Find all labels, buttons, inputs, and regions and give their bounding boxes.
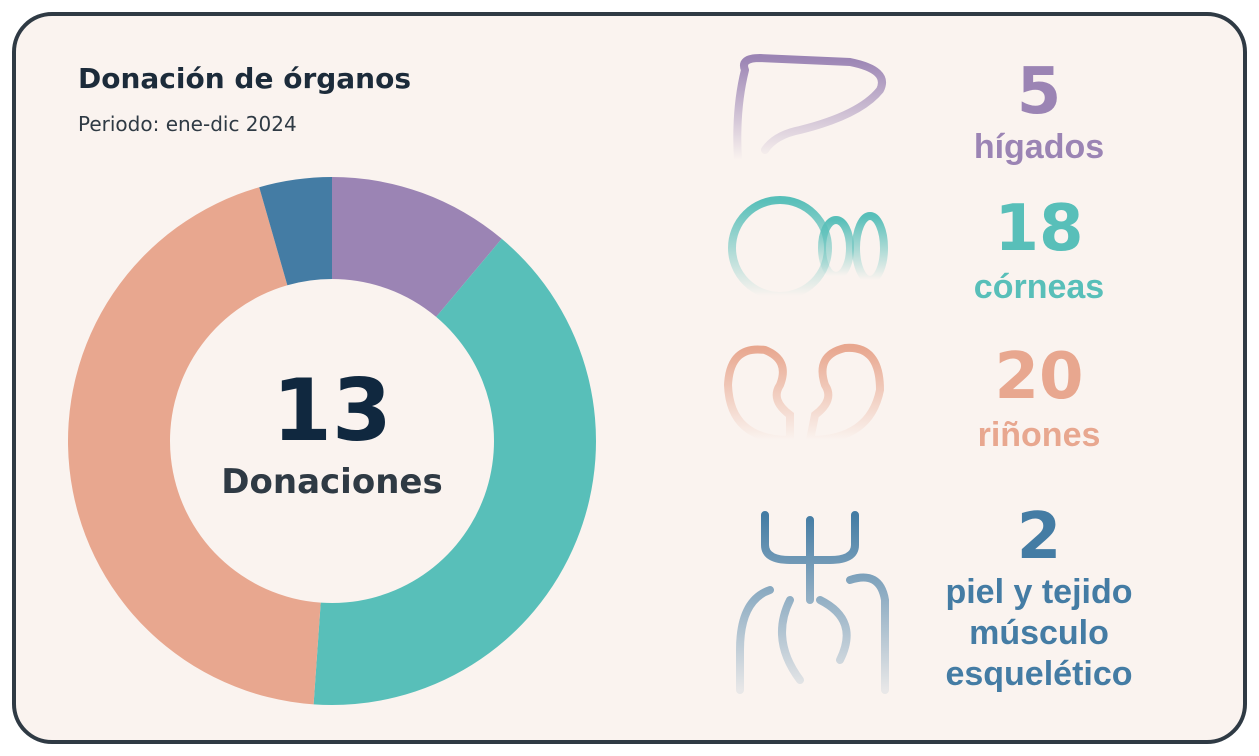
organ-count: 5 — [909, 60, 1169, 124]
organ-label: riñones — [914, 415, 1164, 456]
organ-label: hígados — [914, 127, 1164, 168]
liver-icon — [737, 58, 882, 160]
body-icon — [740, 515, 885, 690]
organ-count: 2 — [909, 505, 1169, 569]
organ-count: 20 — [909, 345, 1169, 409]
center-value: 13 — [182, 368, 482, 454]
eye-icon — [856, 216, 884, 280]
eye-icon — [732, 200, 828, 296]
organ-label: piel y tejido músculo esquelético — [914, 572, 1164, 695]
organ-label: córneas — [914, 267, 1164, 308]
organ-count: 18 — [909, 197, 1169, 261]
icons — [728, 58, 885, 690]
chart-subtitle: Periodo: ene-dic 2024 — [78, 112, 297, 136]
chart-title: Donación de órganos — [78, 62, 411, 95]
kidney-icon — [728, 348, 880, 440]
center-label: Donaciones — [182, 462, 482, 502]
infographic: Donación de órganos Periodo: ene-dic 202… — [0, 0, 1259, 756]
